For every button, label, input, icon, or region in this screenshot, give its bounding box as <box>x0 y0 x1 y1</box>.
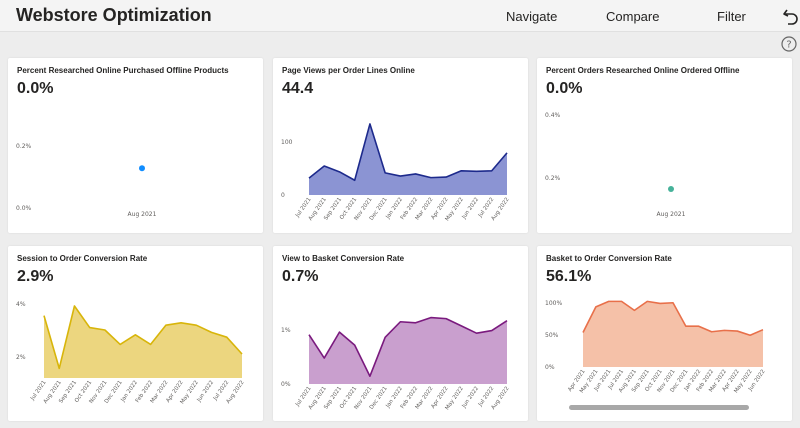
series-line <box>308 123 508 182</box>
series-area <box>583 301 763 367</box>
series-area <box>44 306 242 378</box>
filter-button[interactable]: Filter <box>717 9 746 24</box>
y-tick-label: 0% <box>545 364 555 371</box>
card-title: Page Views per Order Lines Online <box>282 66 415 75</box>
y-tick-label: 0.4% <box>545 112 561 119</box>
card-basket-to-order-conversion[interactable]: Basket to Order Conversion Rate 56.1% 10… <box>537 246 792 421</box>
card-value: 0.0% <box>546 80 583 97</box>
card-title: View to Basket Conversion Rate <box>282 254 405 263</box>
card-value: 0.7% <box>282 268 319 285</box>
help-icon[interactable]: ? <box>781 36 797 52</box>
series-line <box>43 305 243 370</box>
series-line <box>308 316 508 378</box>
top-bar: Webstore Optimization Navigate Compare F… <box>0 0 800 32</box>
x-tick-label: Aug 2021 <box>657 211 686 218</box>
navigate-button[interactable]: Navigate <box>506 9 558 24</box>
card-title: Basket to Order Conversion Rate <box>546 254 672 263</box>
y-tick-label: 1% <box>281 327 291 334</box>
series-area <box>309 317 507 384</box>
horizontal-scrollbar[interactable] <box>569 405 749 410</box>
x-tick-label: Aug 2021 <box>128 211 157 218</box>
card-value: 2.9% <box>17 268 54 285</box>
y-tick-label: 0% <box>281 381 291 388</box>
y-tick-label: 0 <box>281 192 285 199</box>
card-page-views-per-order-lines[interactable]: Page Views per Order Lines Online 44.4 1… <box>273 58 528 233</box>
card-title: Percent Researched Online Purchased Offl… <box>17 66 229 75</box>
chart: 0.2% 0.0% Aug 2021 <box>16 143 157 218</box>
y-tick-label: 100% <box>545 300 562 307</box>
y-tick-label: 4% <box>16 301 26 308</box>
card-view-to-basket-conversion[interactable]: View to Basket Conversion Rate 0.7% 1% 0%… <box>273 246 528 421</box>
y-tick-label: 100 <box>281 139 293 146</box>
card-value: 0.0% <box>17 80 54 97</box>
card-researched-online-purchased-offline[interactable]: Percent Researched Online Purchased Offl… <box>8 58 263 233</box>
y-tick-label: 0.2% <box>545 175 561 182</box>
back-icon[interactable] <box>782 6 800 26</box>
series-area <box>309 123 507 195</box>
card-title: Session to Order Conversion Rate <box>17 254 148 263</box>
data-point <box>139 165 145 172</box>
data-point <box>668 186 674 192</box>
card-session-to-order-conversion[interactable]: Session to Order Conversion Rate 2.9% 4%… <box>8 246 263 421</box>
y-tick-label: 50% <box>545 332 559 339</box>
chart: 0.4% 0.2% Aug 2021 <box>545 112 686 218</box>
svg-text:?: ? <box>786 40 791 51</box>
y-tick-label: 0.2% <box>16 143 32 150</box>
card-orders-researched-online-ordered-offline[interactable]: Percent Orders Researched Online Ordered… <box>537 58 792 233</box>
y-tick-label: 0.0% <box>16 205 32 212</box>
series-line <box>582 300 764 337</box>
y-tick-label: 2% <box>16 354 26 361</box>
compare-button[interactable]: Compare <box>606 9 660 24</box>
card-value: 44.4 <box>282 80 314 97</box>
page-title: Webstore Optimization <box>16 5 212 25</box>
card-value: 56.1% <box>546 268 592 285</box>
card-title: Percent Orders Researched Online Ordered… <box>546 66 740 75</box>
